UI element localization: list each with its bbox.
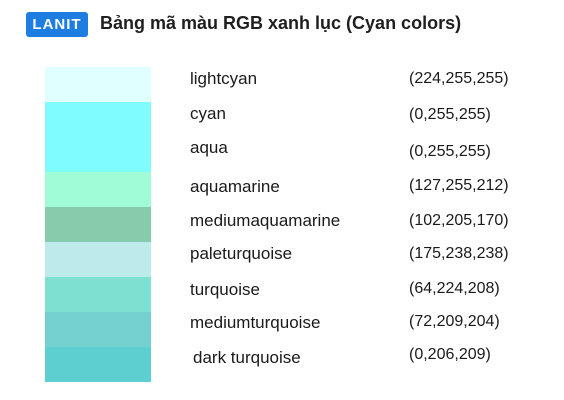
swatch-mediumturquoise bbox=[45, 312, 151, 347]
color-rgb: (224,255,255) bbox=[409, 70, 509, 87]
color-name: paleturquoise bbox=[190, 244, 293, 263]
color-rgb: (0,255,255) bbox=[409, 106, 491, 123]
swatch-aqua bbox=[45, 137, 151, 172]
color-name: aqua bbox=[190, 138, 228, 157]
swatch-mediumaquamarine bbox=[45, 207, 151, 242]
swatch-lightcyan bbox=[45, 67, 151, 102]
color-name: mediumturquoise bbox=[190, 313, 321, 332]
color-name: turquoise bbox=[190, 280, 260, 299]
color-name: cyan bbox=[190, 104, 226, 123]
color-rgb: (102,205,170) bbox=[409, 212, 509, 229]
color-rgb: (127,255,212) bbox=[409, 177, 509, 194]
color-rgb: (0,255,255) bbox=[409, 143, 491, 160]
color-rgb: (175,238,238) bbox=[409, 245, 509, 262]
color-name: lightcyan bbox=[190, 69, 258, 88]
swatch-aquamarine bbox=[45, 172, 151, 207]
swatch-turquoise bbox=[45, 277, 151, 312]
color-rgb: (0,206,209) bbox=[409, 346, 491, 363]
lanit-logo: LANIT bbox=[26, 12, 88, 37]
color-swatch-column bbox=[45, 67, 151, 382]
swatch-cyan bbox=[45, 102, 151, 137]
swatch-paleturquoise bbox=[45, 242, 151, 277]
page-title: Bảng mã màu RGB xanh lục (Cyan colors) bbox=[100, 13, 462, 33]
color-name: aquamarine bbox=[190, 177, 280, 196]
swatch-darkturquoise bbox=[45, 347, 151, 382]
color-rgb: (64,224,208) bbox=[409, 280, 500, 297]
color-name: mediumaquamarine bbox=[190, 211, 341, 230]
color-rgb: (72,209,204) bbox=[409, 313, 500, 330]
color-name: dark turquoise bbox=[193, 348, 301, 367]
